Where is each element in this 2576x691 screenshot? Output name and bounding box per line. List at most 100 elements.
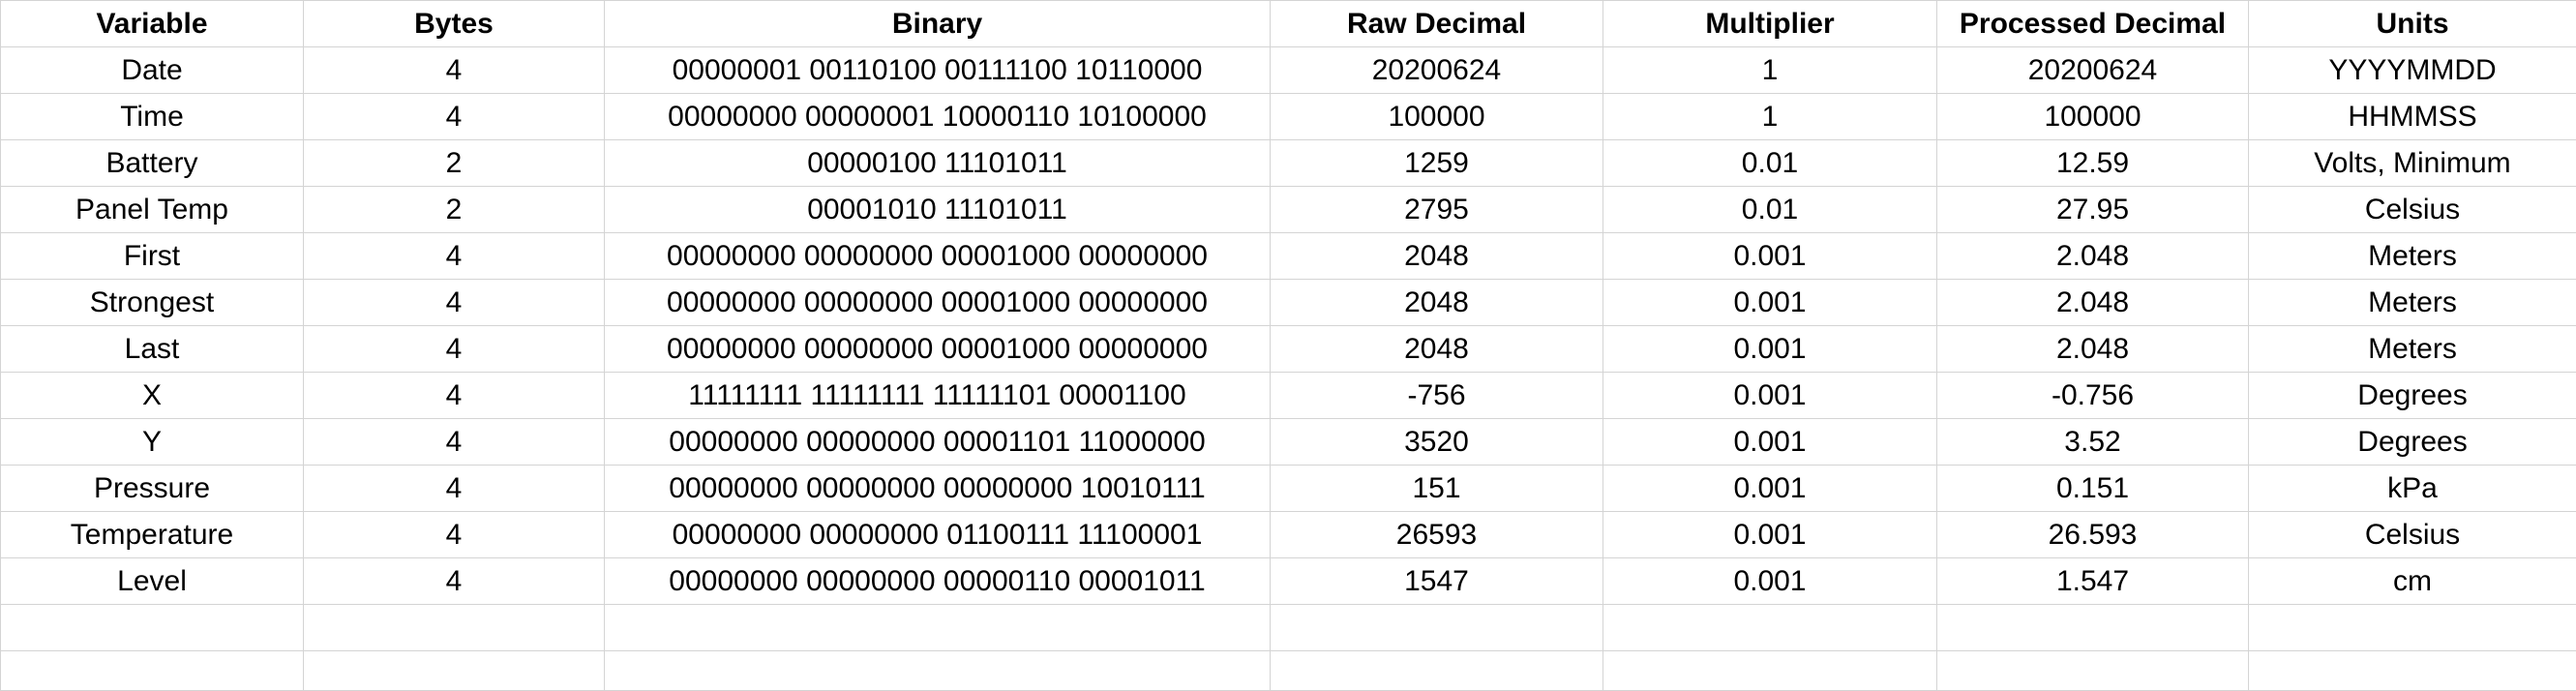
cell-binary[interactable]: 00000000 00000000 00001101 11000000 (605, 419, 1271, 466)
cell-processed-decimal[interactable]: 2.048 (1937, 233, 2249, 280)
cell-multiplier[interactable]: 0.001 (1603, 466, 1937, 512)
cell-bytes[interactable]: 4 (304, 94, 605, 140)
cell-units[interactable]: Celsius (2249, 512, 2576, 558)
header-cell-processed-decimal[interactable]: Processed Decimal (1937, 1, 2249, 47)
empty-cell[interactable] (1937, 605, 2249, 651)
cell-bytes[interactable]: 2 (304, 140, 605, 187)
empty-cell[interactable] (1271, 605, 1603, 651)
cell-raw-decimal[interactable]: 3520 (1271, 419, 1603, 466)
cell-raw-decimal[interactable]: 151 (1271, 466, 1603, 512)
cell-units[interactable]: Celsius (2249, 187, 2576, 233)
cell-binary[interactable]: 00000000 00000000 00001000 00000000 (605, 233, 1271, 280)
cell-variable[interactable]: Last (1, 326, 304, 373)
cell-multiplier[interactable]: 0.001 (1603, 233, 1937, 280)
cell-processed-decimal[interactable]: 2.048 (1937, 326, 2249, 373)
cell-processed-decimal[interactable]: 3.52 (1937, 419, 2249, 466)
header-cell-raw-decimal[interactable]: Raw Decimal (1271, 1, 1603, 47)
cell-multiplier[interactable]: 0.001 (1603, 373, 1937, 419)
header-cell-binary[interactable]: Binary (605, 1, 1271, 47)
cell-processed-decimal[interactable]: 100000 (1937, 94, 2249, 140)
cell-variable[interactable]: First (1, 233, 304, 280)
cell-multiplier[interactable]: 1 (1603, 94, 1937, 140)
cell-raw-decimal[interactable]: 20200624 (1271, 47, 1603, 94)
cell-binary[interactable]: 00000001 00110100 00111100 10110000 (605, 47, 1271, 94)
cell-units[interactable]: Degrees (2249, 373, 2576, 419)
cell-variable[interactable]: Y (1, 419, 304, 466)
header-cell-bytes[interactable]: Bytes (304, 1, 605, 47)
cell-processed-decimal[interactable]: 20200624 (1937, 47, 2249, 94)
cell-units[interactable]: YYYYMMDD (2249, 47, 2576, 94)
cell-bytes[interactable]: 4 (304, 373, 605, 419)
cell-units[interactable]: Degrees (2249, 419, 2576, 466)
cell-raw-decimal[interactable]: 1259 (1271, 140, 1603, 187)
cell-binary[interactable]: 00000000 00000000 01100111 11100001 (605, 512, 1271, 558)
cell-variable[interactable]: Date (1, 47, 304, 94)
cell-binary[interactable]: 00001010 11101011 (605, 187, 1271, 233)
cell-variable[interactable]: Panel Temp (1, 187, 304, 233)
cell-units[interactable]: HHMMSS (2249, 94, 2576, 140)
cell-processed-decimal[interactable]: 27.95 (1937, 187, 2249, 233)
empty-cell[interactable] (605, 605, 1271, 651)
cell-bytes[interactable]: 4 (304, 558, 605, 605)
cell-raw-decimal[interactable]: 2795 (1271, 187, 1603, 233)
cell-processed-decimal[interactable]: -0.756 (1937, 373, 2249, 419)
empty-cell[interactable] (1, 651, 304, 691)
cell-multiplier[interactable]: 0.001 (1603, 558, 1937, 605)
cell-bytes[interactable]: 4 (304, 233, 605, 280)
cell-multiplier[interactable]: 0.001 (1603, 512, 1937, 558)
empty-cell[interactable] (2249, 605, 2576, 651)
cell-binary[interactable]: 00000000 00000000 00000000 10010111 (605, 466, 1271, 512)
cell-binary[interactable]: 00000000 00000000 00001000 00000000 (605, 280, 1271, 326)
cell-processed-decimal[interactable]: 2.048 (1937, 280, 2249, 326)
cell-raw-decimal[interactable]: -756 (1271, 373, 1603, 419)
cell-raw-decimal[interactable]: 2048 (1271, 233, 1603, 280)
empty-cell[interactable] (1, 605, 304, 651)
cell-raw-decimal[interactable]: 26593 (1271, 512, 1603, 558)
cell-bytes[interactable]: 4 (304, 419, 605, 466)
cell-bytes[interactable]: 4 (304, 326, 605, 373)
empty-cell[interactable] (304, 605, 605, 651)
cell-multiplier[interactable]: 0.001 (1603, 326, 1937, 373)
header-cell-variable[interactable]: Variable (1, 1, 304, 47)
cell-variable[interactable]: Temperature (1, 512, 304, 558)
cell-units[interactable]: Meters (2249, 280, 2576, 326)
cell-variable[interactable]: Battery (1, 140, 304, 187)
cell-variable[interactable]: X (1, 373, 304, 419)
empty-cell[interactable] (1271, 651, 1603, 691)
cell-units[interactable]: Volts, Minimum (2249, 140, 2576, 187)
header-cell-multiplier[interactable]: Multiplier (1603, 1, 1937, 47)
cell-processed-decimal[interactable]: 0.151 (1937, 466, 2249, 512)
cell-variable[interactable]: Pressure (1, 466, 304, 512)
cell-binary[interactable]: 00000100 11101011 (605, 140, 1271, 187)
cell-bytes[interactable]: 2 (304, 187, 605, 233)
cell-multiplier[interactable]: 0.01 (1603, 187, 1937, 233)
empty-cell[interactable] (1603, 605, 1937, 651)
header-cell-units[interactable]: Units (2249, 1, 2576, 47)
cell-units[interactable]: cm (2249, 558, 2576, 605)
cell-variable[interactable]: Level (1, 558, 304, 605)
cell-bytes[interactable]: 4 (304, 512, 605, 558)
cell-multiplier[interactable]: 0.01 (1603, 140, 1937, 187)
cell-bytes[interactable]: 4 (304, 47, 605, 94)
cell-processed-decimal[interactable]: 26.593 (1937, 512, 2249, 558)
cell-binary[interactable]: 11111111 11111111 11111101 00001100 (605, 373, 1271, 419)
cell-variable[interactable]: Strongest (1, 280, 304, 326)
cell-multiplier[interactable]: 1 (1603, 47, 1937, 94)
cell-variable[interactable]: Time (1, 94, 304, 140)
cell-raw-decimal[interactable]: 1547 (1271, 558, 1603, 605)
cell-binary[interactable]: 00000000 00000000 00001000 00000000 (605, 326, 1271, 373)
empty-cell[interactable] (1937, 651, 2249, 691)
cell-processed-decimal[interactable]: 1.547 (1937, 558, 2249, 605)
empty-cell[interactable] (2249, 651, 2576, 691)
empty-cell[interactable] (1603, 651, 1937, 691)
cell-units[interactable]: kPa (2249, 466, 2576, 512)
cell-raw-decimal[interactable]: 2048 (1271, 326, 1603, 373)
cell-multiplier[interactable]: 0.001 (1603, 419, 1937, 466)
cell-binary[interactable]: 00000000 00000000 00000110 00001011 (605, 558, 1271, 605)
cell-raw-decimal[interactable]: 100000 (1271, 94, 1603, 140)
cell-bytes[interactable]: 4 (304, 466, 605, 512)
cell-units[interactable]: Meters (2249, 233, 2576, 280)
cell-binary[interactable]: 00000000 00000001 10000110 10100000 (605, 94, 1271, 140)
cell-units[interactable]: Meters (2249, 326, 2576, 373)
cell-multiplier[interactable]: 0.001 (1603, 280, 1937, 326)
